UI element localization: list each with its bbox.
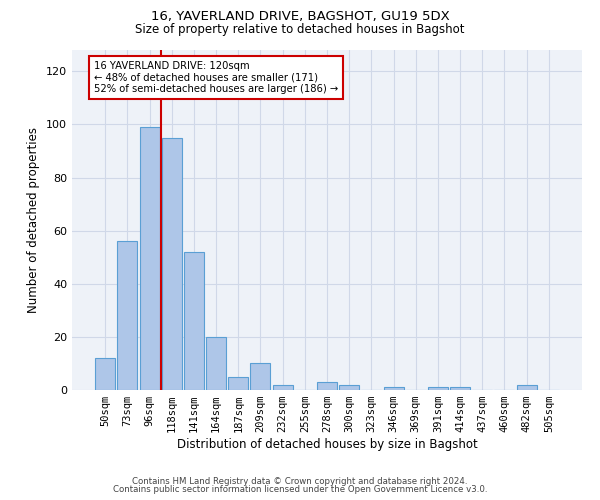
Bar — [317, 382, 337, 390]
Text: 16 YAVERLAND DRIVE: 120sqm
← 48% of detached houses are smaller (171)
52% of sem: 16 YAVERLAND DRIVE: 120sqm ← 48% of deta… — [94, 60, 338, 94]
X-axis label: Distribution of detached houses by size in Bagshot: Distribution of detached houses by size … — [176, 438, 478, 451]
Text: Contains HM Land Registry data © Crown copyright and database right 2024.: Contains HM Land Registry data © Crown c… — [132, 477, 468, 486]
Text: 16, YAVERLAND DRIVE, BAGSHOT, GU19 5DX: 16, YAVERLAND DRIVE, BAGSHOT, GU19 5DX — [151, 10, 449, 23]
Bar — [517, 384, 536, 390]
Bar — [450, 388, 470, 390]
Text: Contains public sector information licensed under the Open Government Licence v3: Contains public sector information licen… — [113, 485, 487, 494]
Bar — [206, 337, 226, 390]
Bar — [339, 384, 359, 390]
Bar — [272, 384, 293, 390]
Bar — [383, 388, 404, 390]
Bar — [228, 376, 248, 390]
Text: Size of property relative to detached houses in Bagshot: Size of property relative to detached ho… — [135, 22, 465, 36]
Bar — [250, 364, 271, 390]
Bar — [140, 127, 160, 390]
Bar — [118, 242, 137, 390]
Y-axis label: Number of detached properties: Number of detached properties — [28, 127, 40, 313]
Bar — [162, 138, 182, 390]
Bar — [184, 252, 204, 390]
Bar — [428, 388, 448, 390]
Bar — [95, 358, 115, 390]
